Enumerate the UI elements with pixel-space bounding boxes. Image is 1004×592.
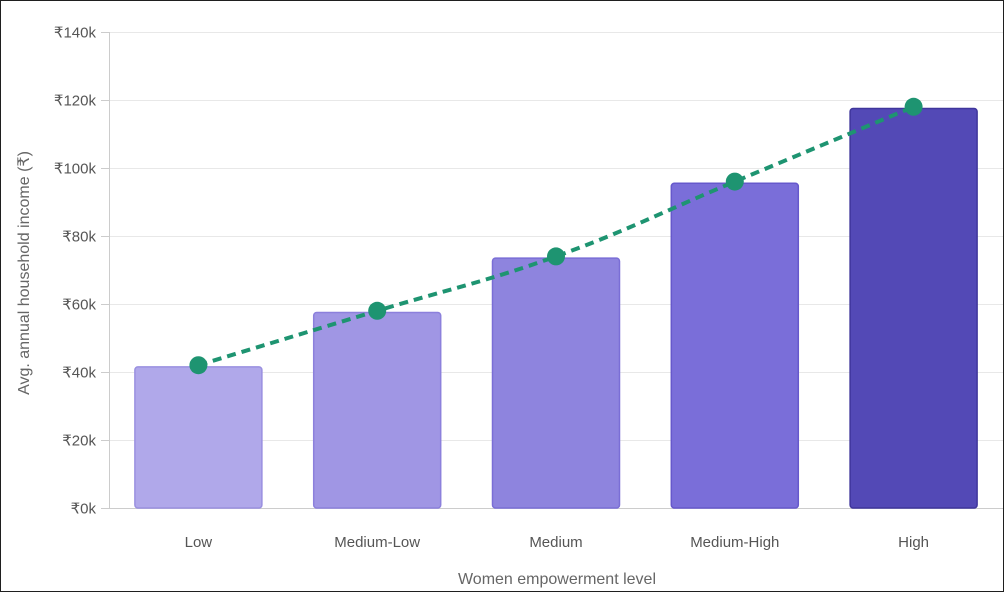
y-tick-label: ₹20k — [62, 433, 96, 450]
trend-point — [189, 356, 208, 375]
x-tick-label: Medium-Low — [334, 534, 420, 551]
y-tick-label: ₹60k — [62, 297, 96, 314]
y-tick-label: ₹0k — [71, 501, 97, 518]
y-axis-ticks: ₹0k ₹20k ₹40k ₹60k ₹80k ₹100k ₹120k ₹140k — [54, 25, 109, 518]
x-tick-label: Low — [185, 534, 213, 551]
trend-point — [368, 301, 387, 320]
bar — [491, 257, 621, 509]
trend-line-layer — [189, 97, 923, 375]
y-tick-label: ₹140k — [54, 25, 97, 42]
y-tick-label: ₹40k — [62, 365, 96, 382]
bar — [312, 311, 442, 509]
x-tick-label: Medium — [529, 534, 582, 551]
bar — [670, 182, 800, 509]
bar — [134, 366, 263, 509]
bar-layer — [134, 107, 978, 509]
trend-point — [904, 97, 923, 116]
x-axis-ticks: Low Medium-Low Medium Medium-High High — [185, 534, 929, 551]
trend-line — [197, 104, 915, 368]
x-tick-label: Medium-High — [690, 534, 779, 551]
y-tick-label: ₹100k — [54, 161, 97, 178]
trend-point — [725, 172, 744, 191]
bar — [849, 107, 978, 509]
y-axis-title: Avg. annual household income (₹) — [16, 151, 33, 395]
x-tick-label: High — [898, 534, 929, 551]
y-tick-label: ₹120k — [54, 93, 97, 110]
y-tick-label: ₹80k — [62, 229, 96, 246]
trend-point — [547, 247, 565, 266]
x-axis-title: Women empowerment level — [458, 571, 656, 588]
